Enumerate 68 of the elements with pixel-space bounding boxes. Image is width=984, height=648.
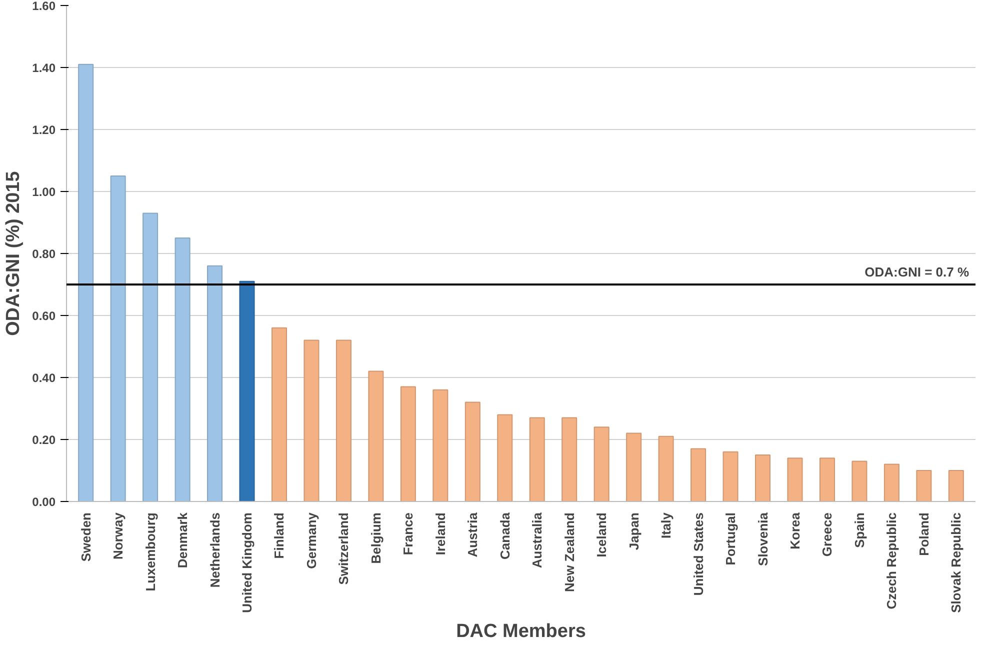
x-tick-label: Spain — [852, 512, 867, 548]
x-axis-title: DAC Members — [456, 620, 586, 642]
x-tick-label: Poland — [916, 512, 932, 556]
x-tick-label: Belgium — [368, 512, 384, 564]
x-tick-label: Denmark — [175, 512, 190, 568]
bar — [78, 64, 94, 502]
bar — [400, 386, 416, 502]
bar — [368, 370, 384, 502]
x-tick-label: Netherlands — [207, 512, 222, 588]
x-tick-label: Norway — [110, 512, 126, 560]
y-tick-label: 0.80 — [32, 247, 56, 261]
y-tick-label: 1.00 — [32, 185, 56, 199]
bar — [142, 212, 158, 502]
y-tick-label: 0.60 — [32, 309, 56, 323]
x-tick-label: Czech Republic — [884, 512, 900, 610]
x-tick-label: Japan — [626, 512, 642, 550]
x-tick-label: Sweden — [78, 512, 94, 562]
bar — [529, 417, 545, 502]
x-tick-label: Italy — [658, 512, 674, 539]
x-tick-label: Slovenia — [755, 512, 770, 566]
x-tick-label: Korea — [787, 512, 802, 550]
bar — [916, 470, 932, 502]
bar — [690, 448, 706, 502]
bar — [110, 176, 126, 502]
x-tick-label: Finland — [272, 512, 287, 559]
ref-line-label: ODA:GNI = 0.7 % — [864, 264, 970, 280]
bar — [722, 451, 738, 502]
bar — [497, 414, 513, 502]
x-tick-label: Slovak Republic — [948, 512, 964, 613]
x-tick-label: New Zealand — [562, 512, 577, 592]
x-tick-label: Austria — [465, 512, 480, 558]
bar — [755, 454, 771, 502]
y-tick-label: 1.40 — [32, 61, 56, 75]
bar — [948, 470, 964, 502]
x-tick-label: Greece — [820, 512, 835, 557]
bar — [432, 389, 448, 502]
y-tick-label: 0.00 — [32, 495, 56, 509]
y-tick-label: 1.60 — [32, 0, 56, 13]
bar — [464, 402, 480, 502]
bar — [336, 340, 352, 502]
bar — [787, 458, 803, 502]
bar — [207, 265, 223, 502]
x-tick-label: Luxembourg — [142, 512, 158, 592]
x-tick-label: Switzerland — [336, 512, 352, 585]
y-tick-label: 1.20 — [32, 123, 56, 137]
x-tick-label: Canada — [497, 512, 512, 560]
bar — [626, 432, 642, 502]
bar — [239, 280, 255, 502]
x-tick-label: Germany — [304, 512, 319, 569]
x-tick-label: Australia — [530, 512, 545, 568]
x-tick-label: Iceland — [594, 512, 610, 558]
y-tick-label: 0.20 — [32, 433, 56, 447]
y-tick-label: 0.40 — [32, 371, 56, 385]
bar — [658, 436, 674, 502]
x-tick-label: France — [400, 512, 416, 556]
bar — [884, 464, 900, 502]
y-axis-title: ODA:GNI (%) 2015 — [3, 170, 24, 336]
x-tick-label: United Kingdom — [240, 512, 255, 613]
bar — [852, 460, 868, 502]
bar — [271, 327, 287, 502]
bar — [174, 238, 190, 502]
bar — [562, 417, 578, 502]
x-tick-label: United States — [690, 512, 706, 596]
bar — [304, 340, 320, 502]
x-tick-label: Ireland — [432, 512, 448, 556]
x-tick-label: Portugal — [723, 512, 738, 566]
bar — [594, 426, 610, 502]
bar — [819, 458, 835, 502]
